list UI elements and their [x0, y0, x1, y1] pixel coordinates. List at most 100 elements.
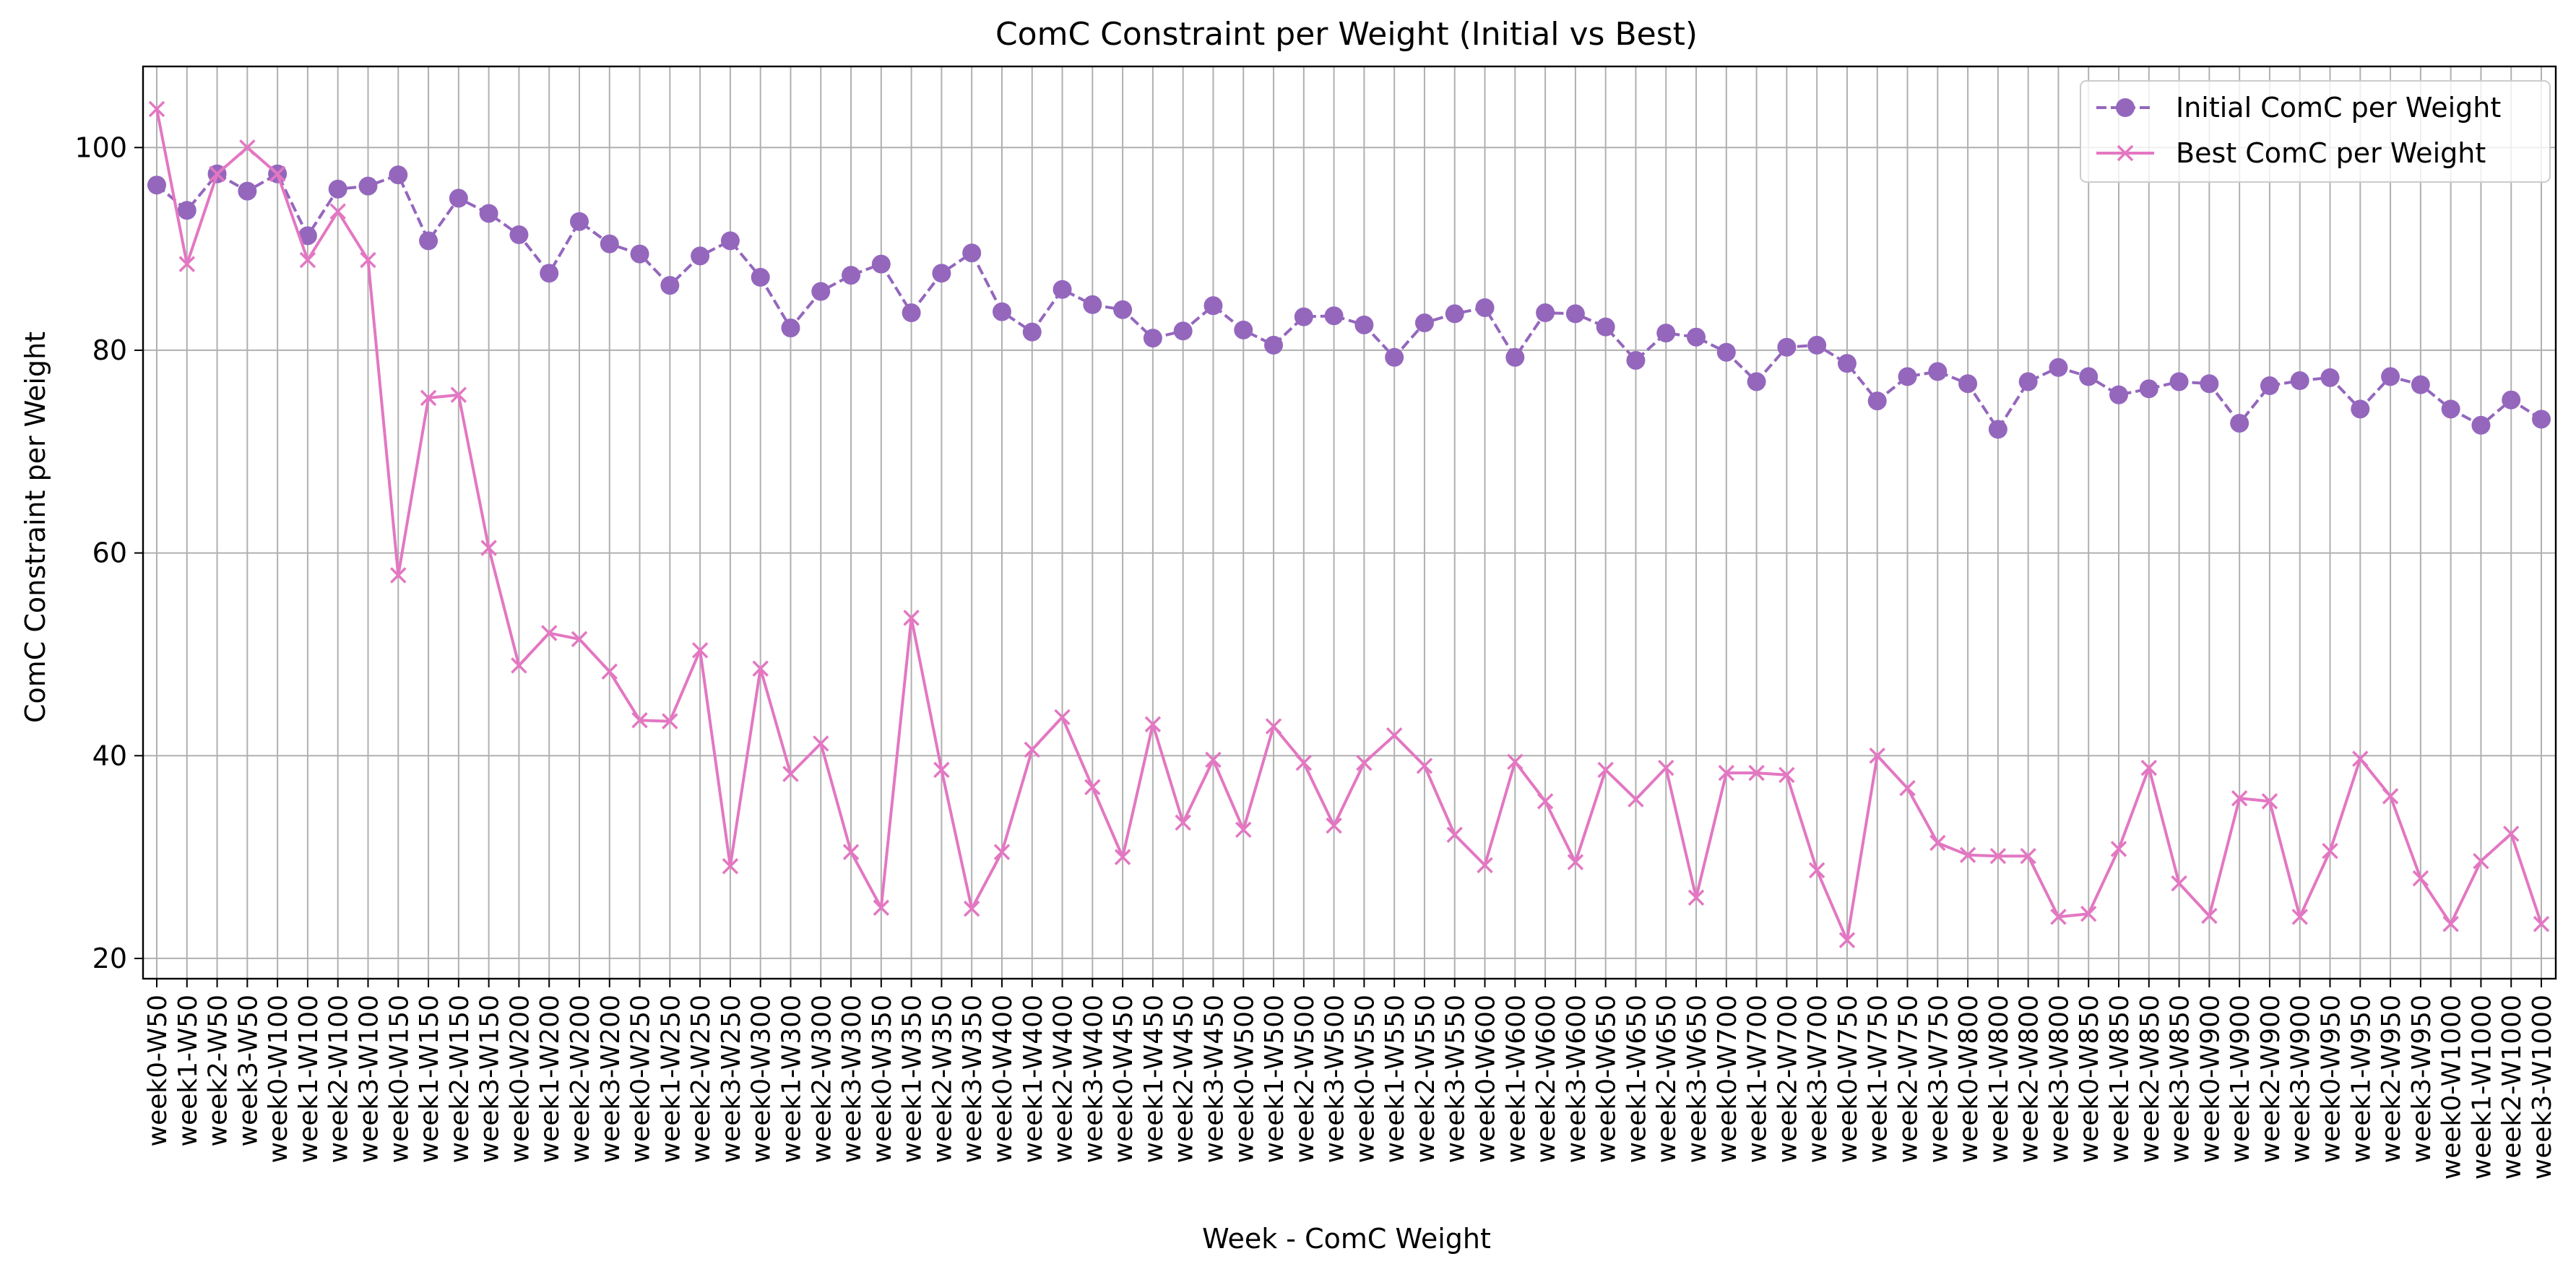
x-tick-label: week3-W50: [233, 995, 263, 1146]
x-tick-label: week1-W600: [1501, 995, 1531, 1163]
x-tick-label: week2-W150: [445, 995, 475, 1163]
data-point-best: [1808, 862, 1825, 879]
x-tick-label: week1-W1000: [2467, 995, 2497, 1179]
data-point-initial: [660, 276, 680, 295]
x-tick-label: week2-W550: [1411, 995, 1440, 1163]
data-point-best: [1687, 889, 1705, 906]
x-axis: week0-W50 week1-W50 week2-W50 week3-W50 week…: [143, 979, 2557, 1179]
x-tick-label: week1-W700: [1743, 995, 1773, 1163]
data-point-best: [1929, 834, 1946, 852]
y-tick-label: 60: [92, 537, 127, 569]
data-point-initial: [1565, 304, 1585, 324]
data-point-best: [269, 165, 286, 182]
data-point-best: [631, 711, 648, 729]
x-tick-label: week2-W800: [2015, 995, 2044, 1163]
data-point-best: [511, 657, 527, 674]
x-tick-label: week3-W700: [1803, 995, 1833, 1163]
data-point-initial: [1656, 324, 1676, 343]
data-point-initial: [358, 176, 378, 196]
x-tick-label: week1-W950: [2346, 995, 2376, 1163]
x-tick-label: week2-W350: [928, 995, 957, 1163]
data-point-initial: [2441, 399, 2460, 419]
x-tick-label: week1-W650: [1622, 995, 1651, 1163]
data-point-initial: [1143, 329, 1162, 348]
y-tick-label: 40: [92, 740, 127, 771]
data-point-best: [1235, 821, 1252, 838]
x-tick-label: week1-W450: [1139, 995, 1169, 1163]
data-point-best: [1416, 758, 1433, 774]
data-point-best: [178, 256, 196, 272]
data-point-initial: [389, 165, 408, 185]
data-point-initial: [238, 181, 257, 201]
data-point-best: [1265, 718, 1282, 735]
x-tick-label: week2-W50: [204, 995, 233, 1146]
data-point-initial: [569, 212, 589, 231]
x-tick-label: week3-W100: [354, 995, 384, 1163]
series-line-best: [155, 108, 2543, 942]
x-tick-label: week1-W850: [2105, 995, 2135, 1163]
x-tick-label: week3-W750: [1924, 995, 1953, 1163]
data-point-initial: [842, 266, 861, 285]
x-tick-label: week1-W100: [294, 995, 324, 1163]
data-point-best: [2473, 852, 2489, 870]
data-point-best: [1536, 793, 1554, 810]
x-tick-label: week2-W500: [1290, 995, 1320, 1163]
data-point-initial: [1173, 321, 1193, 341]
x-tick-label: week2-W300: [807, 995, 837, 1163]
x-tick-label: week0-W750: [1833, 995, 1863, 1163]
data-point-initial: [1596, 317, 1615, 337]
data-point-initial: [751, 267, 770, 287]
x-tick-label: week0-W300: [747, 995, 777, 1163]
data-point-initial: [781, 319, 800, 338]
x-tick-label: week3-W850: [2166, 995, 2195, 1163]
data-point-best: [1144, 716, 1162, 732]
legend-marker-initial: [2116, 98, 2135, 117]
grid-lines: [143, 66, 2556, 979]
data-point-best: [1597, 761, 1614, 779]
x-tick-label: week2-W650: [1652, 995, 1682, 1163]
data-point-best: [873, 899, 890, 917]
data-point-initial: [992, 302, 1011, 321]
data-point-best: [782, 766, 799, 782]
data-point-best: [1205, 751, 1222, 769]
data-point-best: [2261, 793, 2278, 810]
data-point-best: [1838, 932, 1856, 948]
x-tick-label: week0-W500: [1229, 995, 1259, 1163]
data-point-best: [993, 844, 1011, 860]
legend: Initial ComC per Weight Best ComC per We…: [2080, 80, 2551, 183]
x-tick-label: week2-W750: [1894, 995, 1924, 1163]
x-tick-label: week2-W900: [2256, 995, 2286, 1163]
x-tick-label: week2-W100: [324, 995, 354, 1163]
data-point-best: [1326, 817, 1342, 834]
x-tick-label: week0-W800: [1954, 995, 1984, 1163]
data-point-initial: [962, 243, 982, 263]
x-tick-label: week3-W200: [596, 995, 626, 1163]
x-tick-label: week2-W400: [1049, 995, 1079, 1163]
data-point-initial: [1837, 354, 1857, 373]
data-point-best: [2502, 826, 2520, 842]
data-point-best: [2140, 759, 2158, 776]
data-point-best: [842, 844, 860, 860]
data-point-best: [480, 540, 497, 556]
data-point-best: [691, 642, 709, 659]
data-point-best: [148, 100, 165, 118]
x-tick-label: week1-W350: [898, 995, 928, 1163]
x-tick-label: week3-W250: [717, 995, 746, 1163]
data-point-initial: [1294, 307, 1313, 326]
data-point-best: [1386, 727, 1403, 744]
data-point-initial: [328, 179, 347, 199]
data-point-initial: [2471, 415, 2491, 435]
data-point-best: [2020, 847, 2036, 865]
data-point-best: [2382, 788, 2399, 805]
data-point-initial: [1354, 315, 1374, 334]
data-point-initial: [2230, 413, 2249, 433]
x-tick-label: week1-W550: [1380, 995, 1410, 1163]
data-point-initial: [1626, 350, 1646, 370]
data-point-best: [1628, 791, 1644, 808]
data-point-initial: [1536, 303, 1555, 323]
data-point-initial: [720, 231, 740, 251]
data-point-best: [420, 389, 437, 407]
data-point-best: [2080, 905, 2097, 922]
data-point-best: [1989, 847, 2007, 865]
